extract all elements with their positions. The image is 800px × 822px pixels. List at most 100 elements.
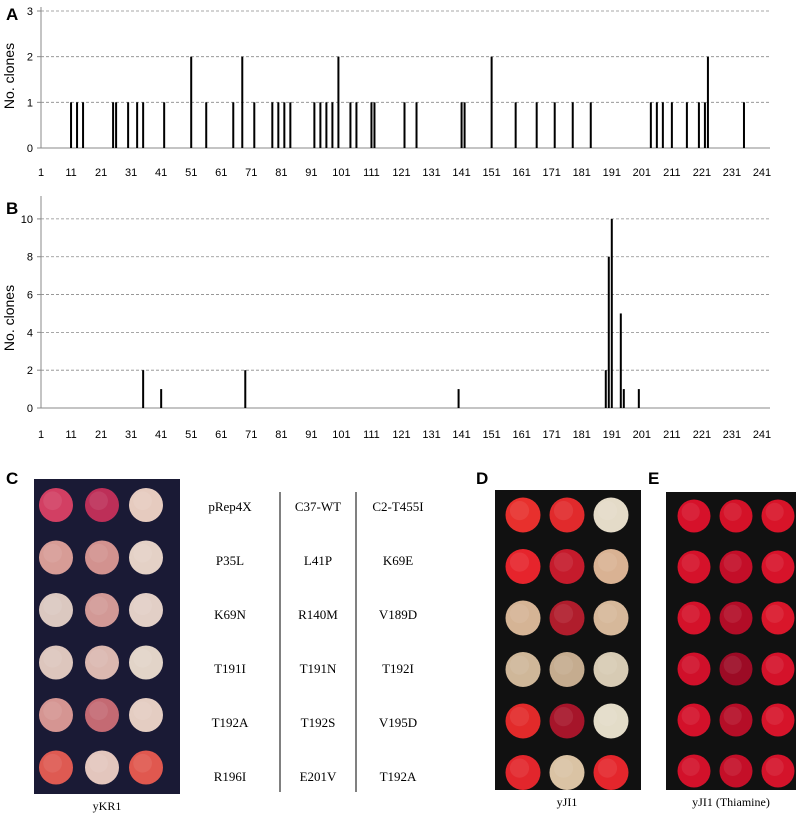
panel-a-xtick-label: 211	[663, 167, 681, 179]
panel-b-bar	[610, 218, 613, 408]
panel-a-xtick-label: 231	[723, 167, 741, 179]
panel-c-spot	[85, 488, 119, 522]
panel-c-spot-highlight	[43, 543, 62, 563]
panel-a-xtick-label: 171	[543, 167, 561, 179]
panel-e-spot-highlight	[681, 604, 700, 623]
panel-e-spot-highlight	[765, 757, 784, 776]
panel-e-spot	[719, 601, 753, 635]
panel-a-bar	[535, 102, 538, 148]
panel-b-xtick-label: 71	[245, 429, 257, 441]
panel-a-bar	[661, 102, 664, 148]
panel-c-mutation-grid: pRep4X C37-WT C2-T455I P35L L41P K69E K69N R140…	[208, 499, 423, 784]
panel-c-spot	[85, 750, 119, 785]
panel-d-spot-highlight	[597, 758, 618, 778]
panel-d-spot-highlight	[509, 707, 530, 727]
panel-a-bar	[349, 102, 352, 148]
panel-a-bar	[253, 102, 256, 148]
panel-e-spot-highlight	[723, 706, 742, 725]
panel-b-bar	[619, 313, 622, 408]
panel-d-strain: yJI1	[557, 795, 578, 809]
mutation-label: L41P	[304, 553, 332, 568]
panel-e-spot-highlight	[765, 502, 784, 521]
panel-d-spot	[505, 703, 541, 739]
panel-a-bar	[571, 102, 574, 148]
panel-c-spot	[129, 698, 163, 732]
panel-d-spot-highlight	[597, 655, 618, 675]
panel-c-strain: yKR1	[93, 799, 122, 813]
panel-d-spot-highlight	[509, 758, 530, 778]
panel-d-spot-highlight	[553, 758, 574, 778]
panel-b-letter: B	[6, 199, 18, 218]
panel-d-spot-highlight	[509, 501, 530, 521]
panel-d-spot-highlight	[553, 655, 574, 675]
panel-a-xtick-label: 141	[452, 167, 470, 179]
panel-b-xtick-label: 171	[543, 429, 561, 441]
panel-b-xtick-label: 121	[392, 429, 410, 441]
panel-a-bar	[112, 102, 115, 148]
panel-a-bar	[325, 102, 328, 148]
panel-b-xtick-label: 51	[185, 429, 197, 441]
panel-c-spot	[39, 698, 73, 732]
panel-a-bar	[319, 102, 322, 148]
panel-b-xtick-label: 191	[603, 429, 621, 441]
panel-b-bar	[457, 389, 460, 408]
panel-b-xtick-label: 131	[422, 429, 440, 441]
panel-a-xtick-label: 21	[95, 167, 107, 179]
panel-d-spot-highlight	[597, 552, 618, 572]
panel-b-bar	[607, 256, 610, 408]
panel-a-bar	[70, 102, 73, 148]
panel-e-spot	[719, 550, 753, 584]
panel-a-xtick-label: 131	[422, 167, 440, 179]
panel-d-spot	[505, 497, 541, 533]
mutation-label: K69E	[383, 553, 413, 568]
panel-d-spot	[505, 652, 541, 687]
panel-e-spot	[719, 754, 753, 788]
panel-c-spots	[39, 488, 163, 785]
panel-c-spot-highlight	[89, 543, 108, 563]
panel-b-xtick-label: 61	[215, 429, 227, 441]
panel-d-spot	[593, 703, 629, 739]
panel-a-bar	[277, 102, 280, 148]
panel-e-spot	[761, 652, 795, 686]
panel-a-bar	[373, 102, 376, 148]
panel-b-xtick-label: 91	[305, 429, 317, 441]
panel-e-spot	[761, 499, 795, 533]
panel-a-bar	[589, 102, 592, 148]
panel-e-spot-highlight	[765, 655, 784, 674]
panel-d-spot	[549, 549, 585, 584]
mutation-label: R140M	[298, 607, 338, 622]
panel-b-xtick-label: 181	[573, 429, 591, 441]
panel-b-ytick-label: 2	[27, 365, 33, 377]
panel-e-spots	[677, 499, 795, 788]
panel-c-spot	[85, 698, 119, 732]
panel-d-spot	[549, 497, 585, 533]
panel-b-bar	[604, 370, 607, 408]
panel-b-xtick-label: 221	[693, 429, 711, 441]
panel-a-bar	[142, 102, 145, 148]
panel-a-bar	[289, 102, 292, 148]
panel-d-spot-highlight	[553, 707, 574, 727]
panel-c-spot-highlight	[133, 701, 152, 721]
panel-a-xtick-label: 71	[245, 167, 257, 179]
panel-d-spots	[505, 497, 629, 790]
panel-c-spot-highlight	[43, 596, 62, 616]
panel-a-bar	[190, 56, 193, 148]
panel-c-spot-highlight	[43, 701, 62, 721]
panel-b-xtick-label: 1	[38, 429, 44, 441]
panel-e-spot	[719, 652, 753, 686]
panel-e-spot-highlight	[723, 655, 742, 674]
panel-c-spot-highlight	[133, 543, 152, 563]
panel-a-bar	[241, 56, 244, 148]
panel-a-xtick-label: 111	[363, 167, 380, 179]
panel-a-bar	[136, 102, 139, 148]
panel-a-bar	[313, 102, 316, 148]
panel-d-spot-highlight	[553, 552, 574, 572]
panel-b-xtick-label: 211	[663, 429, 681, 441]
panel-a-bar	[403, 102, 406, 148]
panel-a-bar	[163, 102, 166, 148]
panel-a-bar	[553, 102, 556, 148]
panel-a-xtick-label: 41	[155, 167, 167, 179]
panel-c-spot-highlight	[133, 596, 152, 616]
panel-e-spot	[761, 703, 795, 737]
